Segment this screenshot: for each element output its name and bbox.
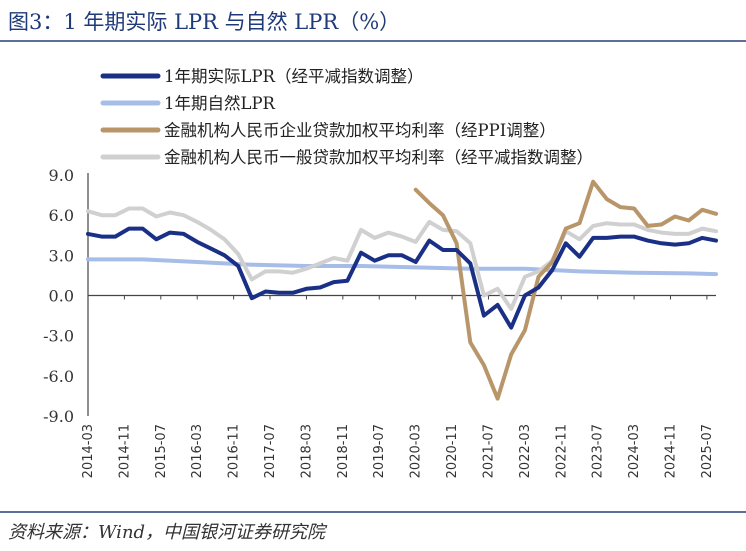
y-tick-label: -9.0	[43, 407, 74, 426]
x-axis-tick-labels: 2014-03 2014-11 2015-07 2016-03 2016-11 2017-…	[81, 424, 715, 478]
x-tick-label: 2024-03	[627, 424, 642, 478]
series-line-3	[413, 179, 718, 401]
y-axis-tick-labels: 9.0 6.0 3.0 0.0 -3.0 -6.0 -9.0	[43, 166, 74, 426]
x-tick-label: 2018-11	[336, 424, 351, 478]
series-line-4	[86, 206, 718, 311]
y-tick-label: -3.0	[43, 327, 74, 346]
x-tick-label: 2023-07	[591, 424, 606, 478]
legend-label-3: 金融机构人民币企业贷款加权平均利率（经PPI调整）	[164, 121, 556, 140]
x-tick-label: 2025-07	[700, 424, 715, 478]
x-tick-label: 2015-07	[154, 424, 169, 478]
series-line-1	[86, 226, 718, 330]
legend-label-2: 1年期自然LPR	[164, 94, 276, 113]
x-tick-label: 2014-03	[81, 424, 96, 478]
y-tick-label: 3.0	[49, 246, 74, 265]
chart-axes	[87, 173, 716, 416]
title-divider	[0, 40, 746, 42]
x-tick-label: 2021-07	[481, 424, 496, 478]
y-tick-label: -6.0	[43, 367, 74, 386]
legend-label-1: 1年期实际LPR（经平减指数调整）	[164, 67, 423, 86]
y-tick-label: 6.0	[49, 206, 74, 225]
y-tick-label: 0.0	[49, 287, 74, 306]
legend: 1年期实际LPR（经平减指数调整） 1年期自然LPR 金融机构人民币企业贷款加权平均…	[100, 67, 593, 167]
x-tick-label: 2022-03	[518, 424, 533, 478]
series-line-2	[86, 257, 718, 277]
legend-label-4: 金融机构人民币一般贷款加权平均利率（经平减指数调整）	[164, 148, 593, 167]
figure-title: 图3：1 年期实际 LPR 与自然 LPR（%）	[8, 10, 401, 34]
series-lines	[86, 179, 718, 401]
x-tick-label: 2019-07	[372, 424, 387, 478]
x-tick-label: 2017-07	[263, 424, 278, 478]
x-tick-label: 2020-11	[445, 424, 460, 478]
x-tick-label: 2022-11	[554, 424, 569, 478]
x-tick-label: 2014-11	[117, 424, 132, 478]
x-tick-label: 2018-03	[299, 424, 314, 478]
x-tick-label: 2016-11	[227, 424, 242, 478]
x-tick-label: 2024-11	[663, 424, 678, 478]
source-divider	[0, 511, 746, 513]
x-tick-label: 2020-03	[409, 424, 424, 478]
x-tick-label: 2016-03	[190, 424, 205, 478]
y-tick-label: 9.0	[49, 166, 74, 185]
source-note: 资料来源：Wind，中国银河证券研究院	[8, 522, 326, 543]
line-chart: 9.06.03.00.0-3.0-6.0-9.0 2014-03 2014-11 2…	[43, 67, 718, 478]
